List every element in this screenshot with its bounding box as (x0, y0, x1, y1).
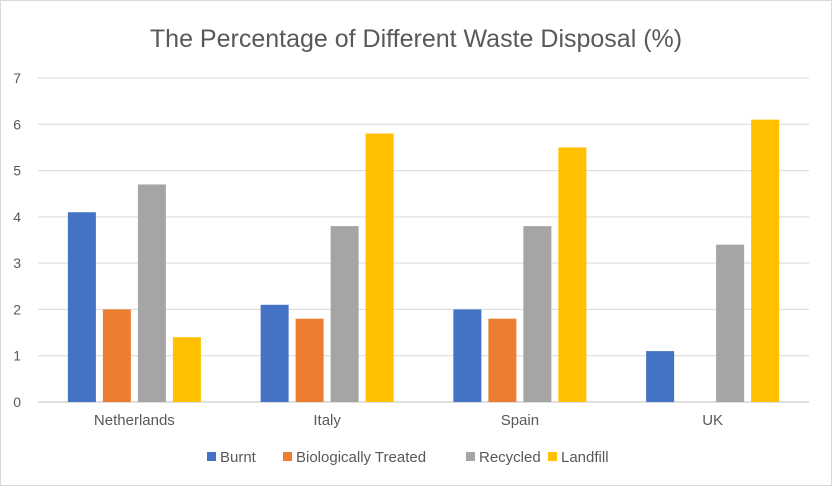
legend-label: Biologically Treated (296, 449, 426, 466)
bar-burnt-netherlands (67, 212, 96, 402)
legend-item-burnt: Burnt (207, 449, 257, 466)
legend-label: Burnt (220, 449, 257, 466)
x-category-label: Netherlands (94, 412, 175, 429)
bars (67, 119, 780, 403)
chart-title: The Percentage of Different Waste Dispos… (150, 25, 682, 53)
y-tick-label: 6 (13, 116, 21, 132)
bar-recycled-spain (523, 226, 552, 402)
legend-swatch (207, 452, 216, 461)
bar-biologically-treated-italy (295, 318, 324, 402)
y-axis-tick-labels: 0 1 2 3 4 5 6 7 (13, 70, 21, 410)
legend-item-recycled: Recycled (466, 449, 541, 466)
y-tick-label: 5 (13, 163, 21, 179)
bar-burnt-italy (260, 304, 289, 402)
y-tick-label: 1 (13, 348, 21, 364)
y-tick-label: 2 (13, 301, 21, 317)
bar-burnt-spain (453, 309, 482, 402)
bar-landfill-netherlands (172, 337, 201, 402)
bar-recycled-italy (330, 226, 359, 402)
x-category-label: UK (702, 412, 723, 429)
bar-recycled-uk (716, 244, 745, 402)
y-tick-label: 0 (13, 394, 21, 410)
y-tick-label: 4 (13, 209, 21, 225)
x-category-label: Italy (313, 412, 341, 429)
bar-burnt-uk (646, 351, 675, 402)
y-tick-label: 7 (13, 70, 21, 86)
bar-biologically-treated-netherlands (102, 309, 131, 402)
y-tick-label: 3 (13, 255, 21, 271)
bar-recycled-netherlands (137, 184, 166, 402)
bar-biologically-treated-spain (488, 318, 517, 402)
gridlines (38, 77, 809, 403)
legend-swatch (548, 452, 557, 461)
legend-label: Landfill (561, 449, 609, 466)
legend-item-biologically-treated: Biologically Treated (283, 449, 426, 466)
legend-item-landfill: Landfill (548, 449, 609, 466)
legend-swatch (283, 452, 292, 461)
bar-landfill-uk (751, 119, 780, 403)
legend-label: Recycled (479, 449, 541, 466)
bar-landfill-italy (365, 133, 394, 403)
x-category-label: Spain (501, 412, 539, 429)
legend: Burnt Biologically Treated Recycled Landfil… (207, 449, 609, 466)
x-axis-category-labels: Netherlands Italy Spain UK (94, 412, 723, 429)
bar-landfill-spain (558, 147, 587, 402)
legend-swatch (466, 452, 475, 461)
